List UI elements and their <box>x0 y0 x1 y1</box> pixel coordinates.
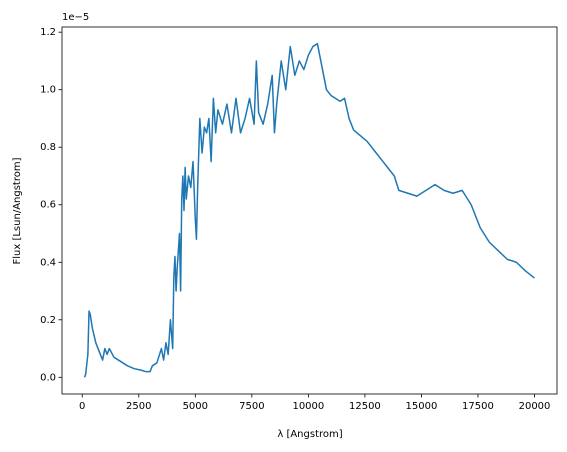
x-tick-label: 20000 <box>519 401 551 412</box>
y-tick-label: 0.4 <box>40 257 56 268</box>
y-tick-label: 0.8 <box>40 142 56 153</box>
y-tick-label: 1.0 <box>40 85 56 96</box>
line-series <box>83 42 535 378</box>
x-tick-label: 12500 <box>349 401 381 412</box>
y-tick-label: 0.2 <box>40 315 56 326</box>
x-axis-label: λ [Angstrom] <box>277 429 342 440</box>
x-tick-label: 10000 <box>292 401 324 412</box>
y-axis-label: Flux [Lsun/Angstrom] <box>12 157 23 264</box>
x-tick-label: 5000 <box>183 401 208 412</box>
x-tick-label: 17500 <box>462 401 494 412</box>
y-offset-label: 1e−5 <box>62 12 89 23</box>
x-tick-label: 0 <box>79 401 85 412</box>
x-tick-label: 2500 <box>126 401 151 412</box>
plot-frame <box>61 26 558 395</box>
x-tick-label: 15000 <box>406 401 438 412</box>
y-tick-label: 0.6 <box>40 200 56 211</box>
x-tick-label: 7500 <box>239 401 264 412</box>
y-tick-label: 0.0 <box>40 372 56 383</box>
y-tick-label: 1.2 <box>40 27 56 38</box>
